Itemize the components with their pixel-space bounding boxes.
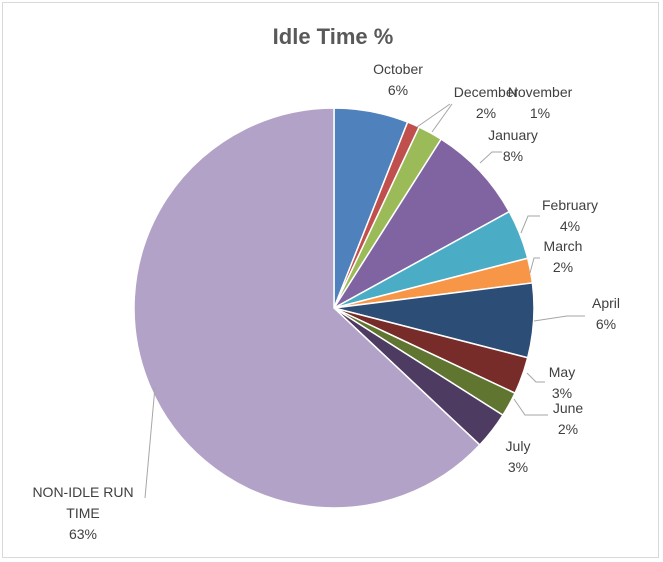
leader-line [417,104,450,127]
chart-title: Idle Time % [273,24,394,49]
leader-line [527,373,545,382]
data-label-december: December 2% [454,84,519,121]
leader-line [480,152,502,163]
data-label-april: April 6% [592,295,620,332]
data-label-october: October 6% [373,61,423,98]
data-label-may: May 3% [549,364,575,401]
leader-line [145,387,155,498]
leader-line [530,258,540,273]
leader-line [521,216,540,233]
data-label-march: March 2% [544,238,583,275]
data-label-july: July 3% [506,438,531,475]
data-label-june: June 2% [553,400,584,437]
data-label-non-idle-run-time: NON-IDLE RUN TIME 63% [32,484,133,542]
leader-line [514,399,548,415]
leader-line [432,104,452,132]
data-label-february: February 4% [542,197,598,234]
data-label-january: January 8% [488,127,538,164]
leader-line [534,316,585,321]
